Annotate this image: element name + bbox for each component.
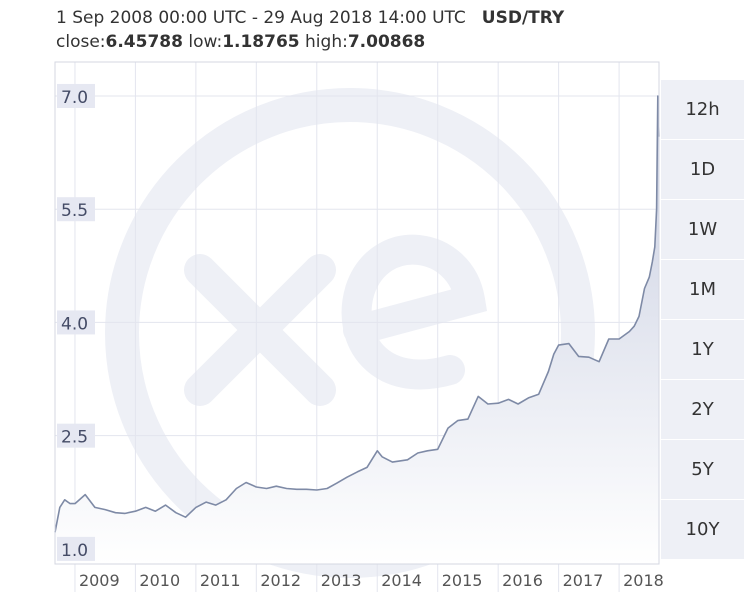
x-tick-label: 2010 bbox=[139, 571, 180, 590]
y-axis-labels: 1.0 2.5 4.0 5.5 7.0 bbox=[57, 83, 95, 561]
x-axis-labels: 2009 2010 2011 2012 2013 2014 2015 2016 2017 2018 bbox=[79, 571, 664, 590]
range-button-10y[interactable]: 10Y bbox=[661, 500, 744, 560]
range-button-12h[interactable]: 12h bbox=[661, 80, 744, 140]
y-tick-label: 4.0 bbox=[61, 314, 88, 334]
area-fill bbox=[55, 96, 659, 564]
close-value: 6.45788 bbox=[105, 32, 183, 52]
y-tick-label: 1.0 bbox=[61, 541, 88, 561]
currency-pair: USD/TRY bbox=[481, 8, 565, 28]
range-button-1d[interactable]: 1D bbox=[661, 140, 744, 200]
y-tick-label-bg bbox=[57, 423, 95, 448]
watermark-x bbox=[184, 254, 336, 406]
x-tick-label: 2013 bbox=[321, 571, 362, 590]
range-button-1y[interactable]: 1Y bbox=[661, 320, 744, 380]
range-button-1w[interactable]: 1W bbox=[661, 200, 744, 260]
low-label: low: bbox=[188, 32, 223, 52]
x-tick-label: 2009 bbox=[79, 571, 120, 590]
header-line-2: close:6.45788 low:1.18765 high:7.00868 bbox=[56, 30, 564, 54]
x-tick-label: 2012 bbox=[260, 571, 301, 590]
x-tick-label: 2018 bbox=[623, 571, 664, 590]
x-tick-label: 2017 bbox=[563, 571, 604, 590]
range-selector: 12h 1D 1W 1M 1Y 2Y 5Y 10Y bbox=[661, 80, 744, 560]
y-tick-label-bg bbox=[57, 310, 95, 335]
x-tick-label: 2011 bbox=[200, 571, 241, 590]
low-value: 1.18765 bbox=[222, 32, 300, 52]
watermark-e bbox=[341, 234, 488, 390]
series-line bbox=[54, 95, 660, 533]
range-button-2y[interactable]: 2Y bbox=[661, 380, 744, 440]
close-label: close: bbox=[56, 32, 106, 52]
y-tick-label: 2.5 bbox=[61, 428, 88, 448]
y-tick-label-bg bbox=[57, 83, 95, 108]
x-tick-label: 2015 bbox=[442, 571, 483, 590]
x-tick-label: 2014 bbox=[381, 571, 422, 590]
header-line-1: 1 Sep 2008 00:00 UTC - 29 Aug 2018 14:00… bbox=[56, 6, 564, 30]
high-label: high: bbox=[305, 32, 348, 52]
y-tick-label: 5.5 bbox=[61, 201, 88, 221]
x-tick-label: 2016 bbox=[502, 571, 543, 590]
y-tick-label-bg bbox=[57, 536, 95, 561]
date-range: 1 Sep 2008 00:00 UTC - 29 Aug 2018 14:00… bbox=[56, 8, 466, 28]
range-button-5y[interactable]: 5Y bbox=[661, 440, 744, 500]
range-button-1m[interactable]: 1M bbox=[661, 260, 744, 320]
plot-frame bbox=[54, 61, 660, 565]
high-value: 7.00868 bbox=[347, 32, 426, 52]
chart-header: 1 Sep 2008 00:00 UTC - 29 Aug 2018 14:00… bbox=[56, 6, 564, 54]
y-tick-label: 7.0 bbox=[61, 88, 88, 108]
y-tick-label-bg bbox=[57, 197, 95, 222]
